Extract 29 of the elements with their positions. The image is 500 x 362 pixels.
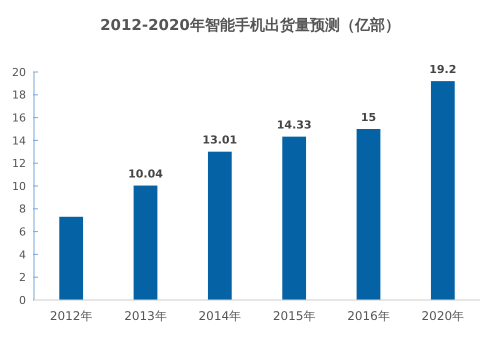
y-tick-label: 4 — [19, 248, 26, 262]
y-tick-label: 6 — [19, 225, 26, 238]
x-tick-label: 2013年 — [124, 309, 167, 323]
data-label: 19.2 — [429, 63, 456, 76]
bar — [356, 129, 380, 300]
data-label: 14.33 — [276, 118, 312, 132]
y-tick-label: 12 — [12, 157, 26, 170]
data-label: 15 — [360, 111, 376, 124]
bar — [134, 186, 158, 300]
y-tick-label: 18 — [12, 88, 26, 102]
y-tick-label: 0 — [19, 294, 26, 307]
y-tick-label: 10 — [12, 180, 26, 193]
x-tick-label: 2020年 — [422, 309, 464, 323]
y-tick-label: 16 — [12, 111, 26, 124]
y-tick-label: 2 — [19, 271, 26, 284]
x-tick-label: 2015年 — [272, 309, 316, 323]
bar — [282, 136, 306, 300]
bar — [430, 81, 455, 300]
data-label: 10.04 — [128, 168, 164, 181]
y-tick-label: 14 — [12, 134, 26, 148]
chart-title: 2012-2020年智能手机出货量预测（亿部） — [100, 16, 400, 34]
x-tick-label: 2014年 — [198, 309, 242, 323]
bar — [208, 152, 232, 300]
x-tick-label: 2012年 — [50, 309, 92, 323]
y-tick-label: 8 — [19, 202, 26, 216]
bar — [59, 216, 84, 300]
y-tick-label: 20 — [12, 66, 26, 79]
data-label: 13.01 — [202, 134, 238, 147]
x-tick-label: 2016年 — [347, 309, 390, 323]
